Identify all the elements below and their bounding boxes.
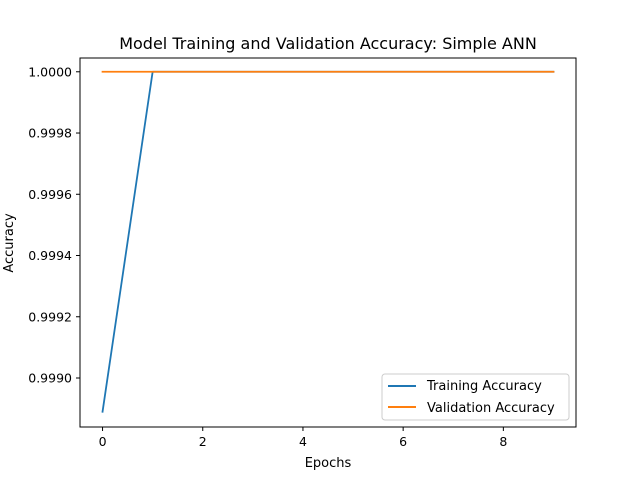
y-tick-label: 0.9994 — [28, 248, 72, 263]
x-tick-label: 2 — [199, 434, 207, 449]
legend-label-training-accuracy: Training Accuracy — [426, 379, 542, 394]
y-tick-label: 0.9992 — [28, 309, 72, 324]
x-axis-ticks: 0 2 4 6 8 — [99, 427, 507, 449]
y-tick-label: 1.0000 — [28, 64, 72, 79]
chart-title: Model Training and Validation Accuracy: … — [119, 34, 537, 53]
series-layer — [101, 70, 555, 413]
y-axis-label: Accuracy — [2, 213, 17, 273]
x-tick-label: 8 — [499, 434, 507, 449]
x-tick-label: 6 — [399, 434, 407, 449]
legend-box — [381, 373, 570, 421]
x-axis-label: Epochs — [305, 456, 352, 471]
legend: Training Accuracy Validation Accuracy — [381, 373, 570, 421]
x-tick-label: 0 — [99, 434, 107, 449]
y-axis-ticks: 0.9990 0.9992 0.9994 0.9996 0.9998 1.0000 — [28, 64, 80, 386]
x-tick-label: 4 — [299, 434, 307, 449]
y-tick-label: 0.9996 — [28, 187, 72, 202]
y-tick-label: 0.9998 — [28, 126, 72, 141]
y-tick-label: 0.9990 — [28, 371, 72, 386]
plot-frame — [79, 57, 577, 428]
legend-label-validation-accuracy: Validation Accuracy — [427, 401, 555, 416]
